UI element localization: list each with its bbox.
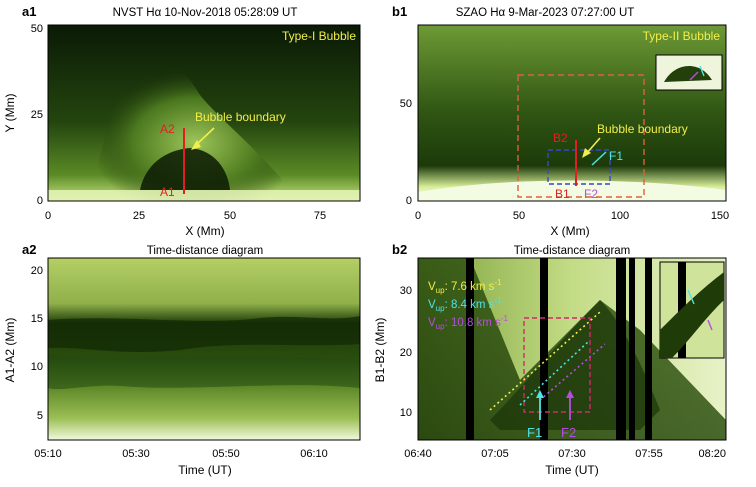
panel-a1-frame	[47, 24, 361, 202]
annotation-b1: B1	[555, 187, 570, 201]
b1-xlabel: X (Mm)	[550, 224, 589, 238]
annotation-f1-b2: F1	[527, 425, 542, 440]
annotation-f2-b2: F2	[561, 425, 576, 440]
arrow-head-f2-b2	[566, 390, 574, 398]
tick-label: 0	[406, 195, 412, 207]
tick-label: 0	[415, 210, 421, 222]
annotation-a2: A2	[160, 122, 175, 136]
dark-band-a2	[48, 316, 360, 352]
b2-xticks: 06:40 07:05 07:30 07:55 08:20	[404, 448, 726, 460]
panel-b2: F1 F2 Vup: 7.6 km s-1 Vup: 8.4 km s-1 Vu…	[373, 242, 727, 477]
tick-label: 30	[400, 285, 412, 297]
arrow-head-f1-b2	[536, 390, 544, 398]
tick-label: 20	[400, 347, 412, 359]
type-ii-label: Type-II Bubble	[643, 29, 721, 43]
a2-ylabel: A1-A2 (Mm)	[3, 318, 17, 383]
a1-xlabel: X (Mm)	[185, 224, 224, 238]
panel-label-b1: b1	[392, 4, 407, 19]
tick-label: 08:20	[698, 448, 726, 460]
b1-xticks: 0 50 100 150	[415, 210, 729, 222]
roi-box-magenta	[523, 317, 591, 413]
panel-a1: A2 A1 Bubble boundary Type-I Bubble a1 N…	[3, 4, 361, 238]
tick-label: 05:30	[122, 448, 150, 460]
tick-label: 06:10	[300, 448, 328, 460]
tick-label: 07:30	[558, 448, 586, 460]
annotation-bubble-boundary-a1: Bubble boundary	[195, 110, 286, 124]
data-gap-3	[616, 258, 626, 440]
roi-box-orange	[517, 74, 645, 198]
tick-label: 50	[513, 210, 525, 222]
tick-label: 20	[31, 265, 43, 277]
velocity-cyan: Vup: 8.4 km s-1	[428, 296, 502, 313]
b1-yticks: 0 50	[400, 98, 412, 207]
data-gap-2	[540, 258, 548, 440]
data-gap-1	[466, 258, 474, 440]
a2-yticks: 5 10 15 20	[31, 265, 43, 422]
tick-label: 100	[611, 210, 629, 222]
panel-title-b2: Time-distance diagram	[514, 245, 631, 257]
panel-b1: B2 B1 F2 F1 Bubble boundary Type-II Bubb…	[392, 4, 729, 238]
tick-label: 50	[31, 23, 43, 35]
type-i-label: Type-I Bubble	[282, 29, 356, 43]
tick-label: 5	[37, 410, 43, 422]
tick-label: 75	[314, 210, 326, 222]
data-gap-5	[645, 258, 652, 440]
b1-inset	[655, 54, 723, 91]
panel-title-a1: NVST Hα 10-Nov-2018 05:28:09 UT	[113, 7, 298, 19]
arrow-f1-b1	[591, 151, 607, 166]
tick-label: 07:05	[481, 448, 509, 460]
tick-label: 25	[31, 109, 43, 121]
panel-b1-image	[418, 25, 726, 201]
panel-a2: a2 Time-distance diagram 05:10 05:30 05:…	[3, 242, 361, 477]
data-gap-4	[629, 258, 635, 440]
tick-label: 10	[31, 361, 43, 373]
tick-label: 15	[31, 313, 43, 325]
tick-label: 0	[37, 195, 43, 207]
chromosphere-limb	[418, 180, 726, 201]
velocity-purple: Vup: 10.8 km s-1	[428, 314, 508, 331]
annotation-b2: B2	[553, 131, 568, 145]
tick-label: 25	[133, 210, 145, 222]
velocity-legend: Vup: 7.6 km s-1 Vup: 8.4 km s-1 Vup: 10.…	[428, 278, 508, 331]
tick-label: 07:55	[635, 448, 663, 460]
tick-label: 10	[400, 407, 412, 419]
annotation-f1-b1: F1	[609, 149, 623, 163]
panel-label-b2: b2	[392, 242, 407, 257]
b2-yticks: 10 20 30	[400, 285, 412, 419]
a2-xticks: 05:10 05:30 05:50 06:10	[34, 448, 328, 460]
annotation-bubble-boundary-b1: Bubble boundary	[597, 122, 688, 136]
panel-a2-frame	[47, 257, 361, 441]
panel-title-b1: SZAO Hα 9-Mar-2023 07:27:00 UT	[456, 7, 635, 19]
panel-b2-frame	[417, 257, 727, 441]
tick-label: 0	[45, 210, 51, 222]
panel-b1-frame	[417, 24, 727, 202]
tick-label: 50	[224, 210, 236, 222]
arrow-head-a1	[191, 140, 201, 150]
prominence-structure	[90, 53, 300, 201]
panel-label-a2: a2	[22, 242, 36, 257]
mid-dark-band-a2	[48, 354, 360, 390]
annotation-a1: A1	[160, 185, 175, 199]
arrow-head-b1	[582, 148, 591, 158]
a2-xlabel: Time (UT)	[178, 463, 232, 477]
a1-yticks: 0 25 50	[31, 23, 43, 207]
a1-ylabel: Y (Mm)	[3, 93, 17, 132]
tick-label: 06:40	[404, 448, 432, 460]
annotation-f2-b1: F2	[584, 187, 598, 201]
tick-label: 05:50	[212, 448, 240, 460]
b2-ylabel: B1-B2 (Mm)	[373, 318, 387, 383]
a1-xticks: 0 25 50 75	[45, 210, 326, 222]
velocity-yellow: Vup: 7.6 km s-1	[428, 278, 502, 295]
b2-inset	[659, 261, 725, 359]
limb-bright-band	[48, 190, 360, 201]
tick-label: 05:10	[34, 448, 62, 460]
b2-xlabel: Time (UT)	[545, 463, 599, 477]
panel-title-a2: Time-distance diagram	[147, 245, 264, 257]
fit-line-purple	[539, 343, 606, 401]
tick-label: 50	[400, 98, 412, 110]
fit-line-cyan	[519, 341, 589, 406]
tick-label: 150	[711, 210, 729, 222]
panel-label-a1: a1	[22, 4, 36, 19]
